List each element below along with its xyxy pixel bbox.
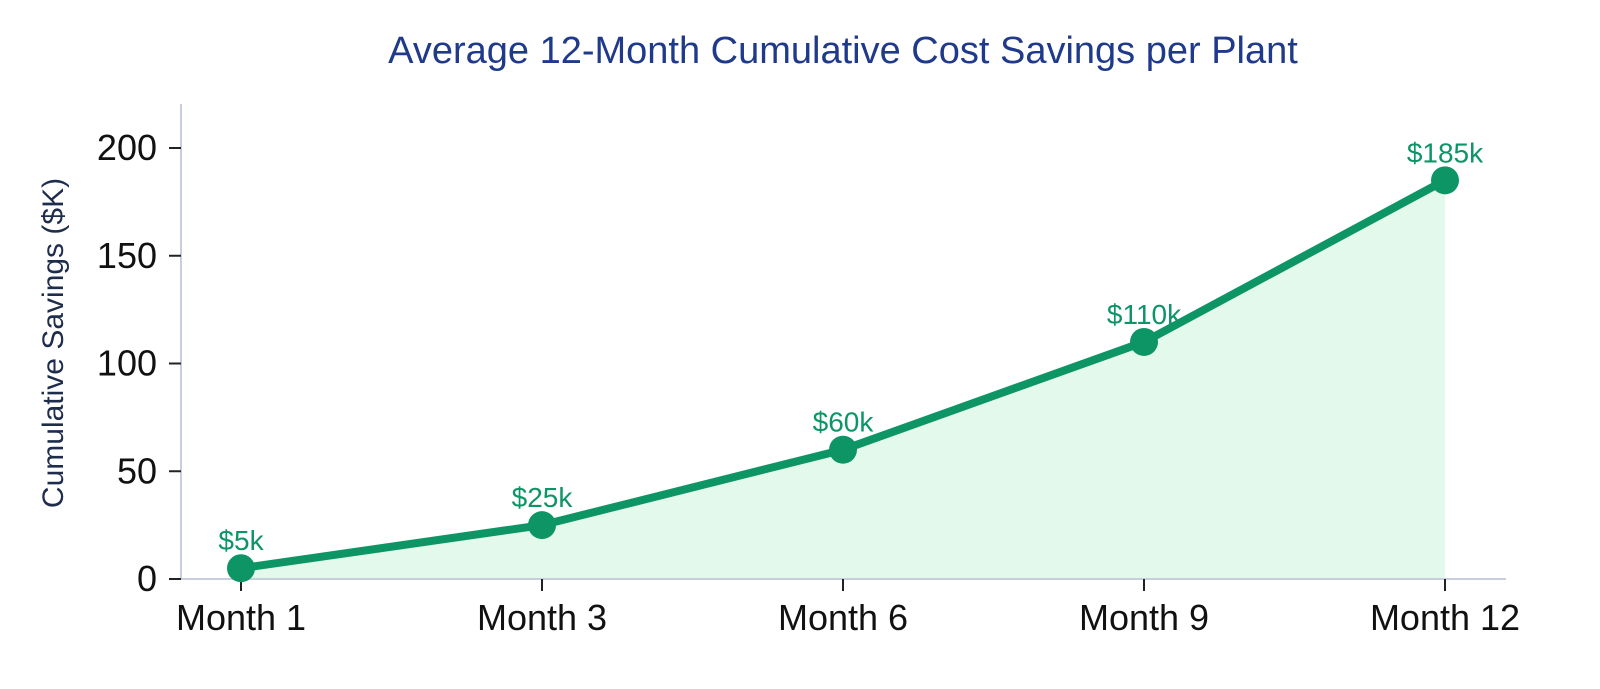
x-tick-label: Month 3 bbox=[477, 597, 607, 638]
x-tick-label: Month 1 bbox=[176, 597, 306, 638]
y-axis-title: Cumulative Savings ($K) bbox=[37, 178, 70, 508]
x-tick-label: Month 12 bbox=[1370, 597, 1520, 638]
y-tick-label: 200 bbox=[97, 127, 157, 168]
data-label: $110k bbox=[1107, 299, 1182, 330]
data-label: $60k bbox=[813, 407, 875, 438]
y-tick-label: 150 bbox=[97, 235, 157, 276]
x-tick-label: Month 6 bbox=[778, 597, 908, 638]
chart-title: Average 12-Month Cumulative Cost Savings… bbox=[388, 30, 1298, 72]
y-tick-label: 50 bbox=[117, 450, 157, 491]
data-point bbox=[829, 435, 857, 464]
plot-area: 0 50 100 150 200 Month 1 Month 3 Month 6 Month 9… bbox=[97, 104, 1520, 638]
data-point bbox=[227, 554, 255, 583]
x-tick-label: Month 9 bbox=[1079, 597, 1209, 638]
data-label: $25k bbox=[512, 482, 574, 513]
y-tick-label: 0 bbox=[137, 558, 157, 599]
area-fill bbox=[241, 180, 1445, 579]
data-point bbox=[1130, 327, 1158, 356]
data-point bbox=[528, 511, 556, 540]
data-point bbox=[1431, 166, 1459, 195]
data-label: $5k bbox=[218, 525, 264, 556]
y-tick-label: 100 bbox=[97, 343, 157, 384]
data-label: $185k bbox=[1407, 137, 1484, 168]
